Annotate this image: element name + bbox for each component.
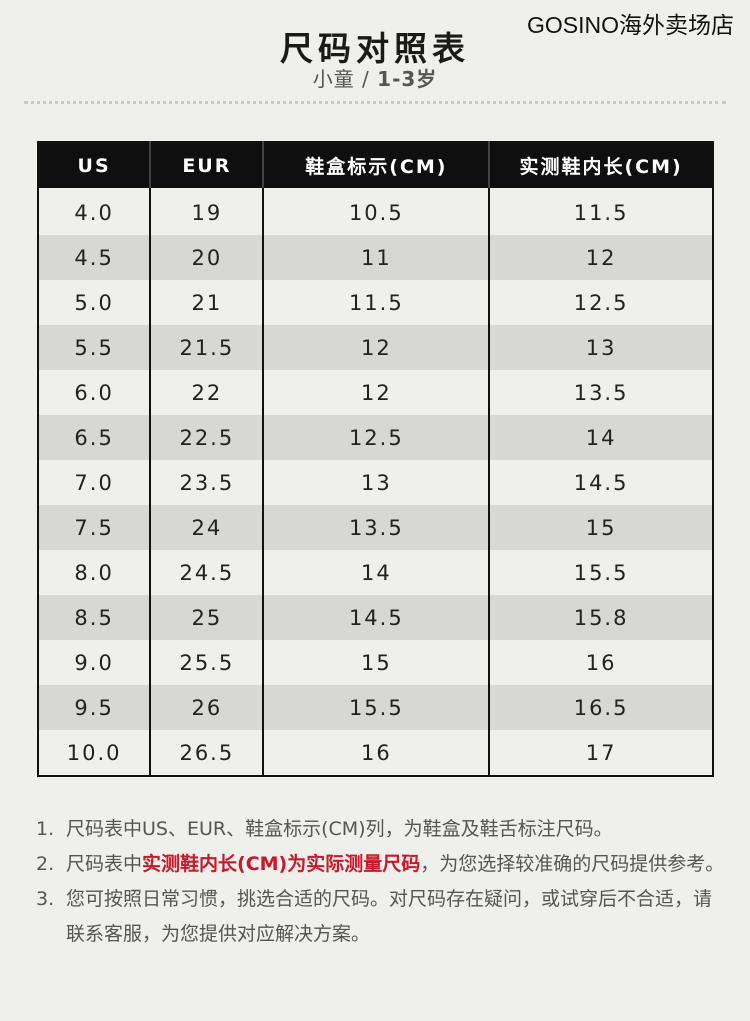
subtitle-range: 1-3岁 (377, 67, 438, 91)
cell-us: 6.0 (38, 370, 152, 415)
table-row: 5.0 21 11.5 12.5 (38, 280, 713, 325)
note-item-2: 2. 尺码表中实测鞋内长(CM)为实际测量尺码，为您选择较准确的尺码提供参考。 (36, 847, 726, 882)
cell-inner-length: 14.5 (489, 460, 713, 505)
cell-eur: 24.5 (150, 550, 265, 595)
cell-us: 5.5 (38, 325, 152, 370)
subtitle-group: 小童 (312, 67, 355, 91)
page-subtitle: 小童 / 1-3岁 (0, 63, 750, 92)
cell-us: 6.5 (38, 415, 152, 460)
cell-eur: 25.5 (150, 640, 265, 685)
note-number: 2. (36, 853, 55, 875)
cell-us: 4.5 (38, 235, 152, 280)
cell-box-label: 13.5 (263, 505, 491, 550)
table-row: 4.0 19 10.5 11.5 (38, 188, 713, 235)
cell-box-label: 12.5 (263, 415, 491, 460)
cell-eur: 26.5 (150, 730, 265, 776)
cell-us: 5.0 (38, 280, 152, 325)
note-highlight: 实测鞋内长(CM)为实际测量尺码 (142, 853, 421, 875)
cell-inner-length: 16 (489, 640, 713, 685)
cell-box-label: 13 (263, 460, 491, 505)
cell-eur: 26 (150, 685, 265, 730)
cell-box-label: 15 (263, 640, 491, 685)
cell-us: 8.5 (38, 595, 152, 640)
cell-us: 7.5 (38, 505, 152, 550)
cell-us: 7.0 (38, 460, 152, 505)
cell-box-label: 14 (263, 550, 491, 595)
notes-section: 1. 尺码表中US、EUR、鞋盒标示(CM)列，为鞋盒及鞋舌标注尺码。 2. 尺… (36, 812, 726, 952)
cell-eur: 21 (150, 280, 265, 325)
table-row: 8.5 25 14.5 15.8 (38, 595, 713, 640)
cell-us: 9.0 (38, 640, 152, 685)
subtitle-separator: / (354, 67, 378, 91)
cell-inner-length: 12 (489, 235, 713, 280)
cell-inner-length: 17 (489, 730, 713, 776)
table-row: 6.5 22.5 12.5 14 (38, 415, 713, 460)
cell-us: 4.0 (38, 188, 152, 235)
table-row: 4.5 20 11 12 (38, 235, 713, 280)
cell-eur: 25 (150, 595, 265, 640)
dotted-divider (24, 101, 726, 104)
cell-inner-length: 16.5 (489, 685, 713, 730)
table-row: 7.0 23.5 13 14.5 (38, 460, 713, 505)
cell-box-label: 14.5 (263, 595, 491, 640)
note-item-3: 3. 您可按照日常习惯，挑选合适的尺码。对尺码存在疑问，或试穿后不合适，请联系客… (36, 882, 726, 952)
table-row: 5.5 21.5 12 13 (38, 325, 713, 370)
note-text: 尺码表中US、EUR、鞋盒标示(CM)列，为鞋盒及鞋舌标注尺码。 (66, 818, 613, 840)
cell-eur: 22.5 (150, 415, 265, 460)
store-watermark: GOSINO海外卖场店 (526, 12, 734, 38)
cell-inner-length: 14 (489, 415, 713, 460)
cell-box-label: 11.5 (263, 280, 491, 325)
cell-us: 10.0 (38, 730, 152, 776)
cell-eur: 20 (150, 235, 265, 280)
cell-box-label: 11 (263, 235, 491, 280)
cell-inner-length: 15.5 (489, 550, 713, 595)
cell-eur: 22 (150, 370, 265, 415)
cell-inner-length: 12.5 (489, 280, 713, 325)
table-row: 7.5 24 13.5 15 (38, 505, 713, 550)
cell-us: 9.5 (38, 685, 152, 730)
note-number: 1. (36, 818, 55, 840)
cell-inner-length: 15 (489, 505, 713, 550)
size-chart-table: US EUR 鞋盒标示(CM) 实测鞋内长(CM) 4.0 19 10.5 11.5 4… (37, 141, 714, 777)
note-text: 尺码表中实测鞋内长(CM)为实际测量尺码，为您选择较准确的尺码提供参考。 (66, 847, 726, 882)
table-row: 9.5 26 15.5 16.5 (38, 685, 713, 730)
cell-inner-length: 15.8 (489, 595, 713, 640)
cell-eur: 23.5 (150, 460, 265, 505)
table-row: 6.0 22 12 13.5 (38, 370, 713, 415)
note-number: 3. (36, 888, 55, 910)
cell-box-label: 16 (263, 730, 491, 776)
table-row: 8.0 24.5 14 15.5 (38, 550, 713, 595)
page-title: 尺码对照表 (280, 29, 470, 68)
note-text-pre: 尺码表中 (66, 853, 143, 875)
cell-box-label: 10.5 (263, 188, 491, 235)
table-row: 9.0 25.5 15 16 (38, 640, 713, 685)
cell-eur: 21.5 (150, 325, 265, 370)
cell-box-label: 12 (263, 370, 491, 415)
column-header-inner-length: 实测鞋内长(CM) (489, 142, 713, 188)
cell-box-label: 15.5 (263, 685, 491, 730)
cell-eur: 19 (150, 188, 265, 235)
table-row: 10.0 26.5 16 17 (38, 730, 713, 776)
table-body: 4.0 19 10.5 11.5 4.5 20 11 12 5.0 21 11.5 12.5 5.5 21… (38, 188, 713, 776)
note-item-1: 1. 尺码表中US、EUR、鞋盒标示(CM)列，为鞋盒及鞋舌标注尺码。 (36, 812, 726, 847)
cell-us: 8.0 (38, 550, 152, 595)
cell-eur: 24 (150, 505, 265, 550)
note-text-post: ，为您选择较准确的尺码提供参考。 (420, 853, 725, 875)
column-header-us: US (38, 142, 152, 188)
column-header-eur: EUR (150, 142, 265, 188)
table-header-row: US EUR 鞋盒标示(CM) 实测鞋内长(CM) (38, 142, 713, 188)
cell-inner-length: 13.5 (489, 370, 713, 415)
note-text: 您可按照日常习惯，挑选合适的尺码。对尺码存在疑问，或试穿后不合适，请联系客服，为… (66, 888, 713, 945)
cell-inner-length: 13 (489, 325, 713, 370)
cell-inner-length: 11.5 (489, 188, 713, 235)
column-header-box-label: 鞋盒标示(CM) (263, 142, 491, 188)
cell-box-label: 12 (263, 325, 491, 370)
